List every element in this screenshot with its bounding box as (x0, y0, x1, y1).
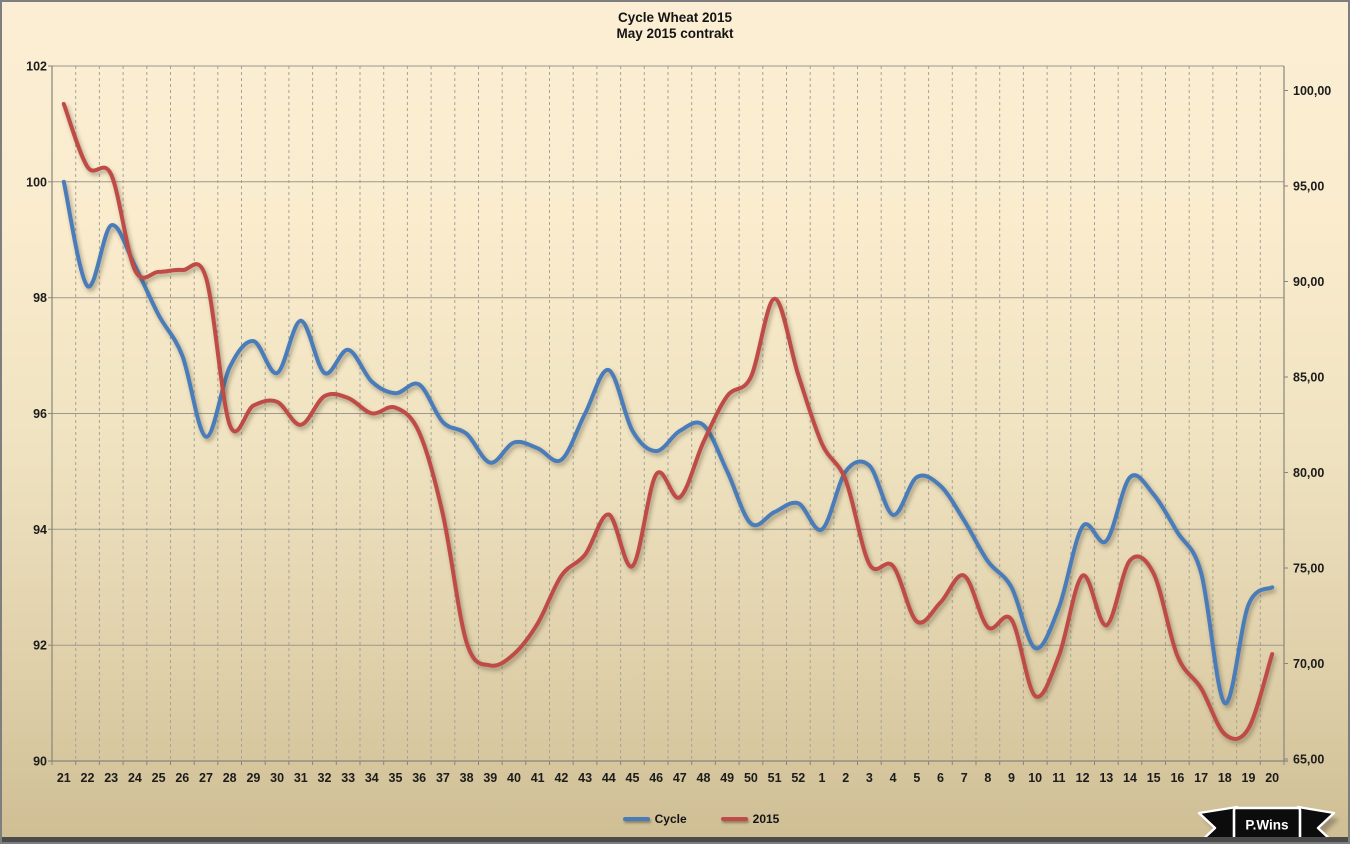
y-axis-left-label: 98 (33, 291, 47, 305)
x-axis-label: 1 (819, 771, 826, 785)
x-axis-label: 38 (460, 771, 474, 785)
x-axis-label: 13 (1099, 771, 1113, 785)
x-axis-label: 52 (791, 771, 805, 785)
x-axis-label: 44 (602, 771, 616, 785)
cycle-line-swatch (622, 817, 650, 821)
y-axis-right-label: 80,00 (1293, 466, 1324, 480)
series-line-cycle[interactable] (61, 179, 1275, 706)
legend-label-2015: 2015 (752, 812, 780, 826)
y2015-line-swatch (720, 817, 748, 821)
x-axis-label: 20 (1265, 771, 1279, 785)
x-axis-label: 34 (365, 771, 379, 785)
legend-item-cycle[interactable]: Cycle (622, 812, 687, 826)
x-axis-label: 10 (1028, 771, 1042, 785)
x-axis-label: 14 (1123, 771, 1137, 785)
x-axis-label: 43 (578, 771, 592, 785)
x-axis-label: 22 (81, 771, 95, 785)
x-axis-label: 17 (1194, 771, 1208, 785)
x-axis-label: 40 (507, 771, 521, 785)
y-axis-left-label: 94 (33, 523, 47, 537)
x-axis-label: 5 (913, 771, 920, 785)
x-axis-label: 41 (531, 771, 545, 785)
x-axis-label: 11 (1052, 771, 1065, 785)
x-axis-label: 12 (1076, 771, 1090, 785)
logo-ribbon: P.Wins (1197, 805, 1336, 842)
x-axis-label: 6 (937, 771, 944, 785)
x-axis-label: 31 (294, 771, 308, 785)
y-axis-right-label: 90,00 (1293, 275, 1324, 289)
y-axis-right-label: 75,00 (1293, 562, 1324, 576)
x-axis-label: 23 (104, 771, 118, 785)
x-axis-label: 51 (768, 771, 782, 785)
chart-title-line1: Cycle Wheat 2015 (617, 10, 733, 25)
y-axis-left-label: 100 (26, 175, 47, 189)
x-axis-label: 35 (389, 771, 403, 785)
y-axis-right-label: 65,00 (1293, 753, 1324, 767)
chart-title: Cycle Wheat 2015 May 2015 contrakt (2, 10, 1348, 42)
x-axis-label: 27 (199, 771, 213, 785)
x-axis-label: 15 (1147, 771, 1161, 785)
x-axis-label: 47 (673, 771, 687, 785)
series-line-2015[interactable] (61, 101, 1275, 741)
x-axis-label: 32 (318, 771, 332, 785)
x-axis-label: 25 (152, 771, 166, 785)
x-axis-label: 45 (626, 771, 640, 785)
legend-label-cycle: Cycle (654, 812, 687, 826)
x-axis-label: 9 (1008, 771, 1015, 785)
x-axis-label: 30 (270, 771, 284, 785)
y-axis-left-label: 102 (26, 60, 47, 74)
x-axis-label: 36 (412, 771, 426, 785)
legend-item-2015[interactable]: 2015 (720, 812, 780, 826)
x-axis-label: 7 (961, 771, 968, 785)
x-axis-label: 49 (720, 771, 734, 785)
x-axis-label: 26 (175, 771, 189, 785)
chart-title-line2: May 2015 contrakt (616, 26, 734, 41)
x-axis-label: 8 (984, 771, 991, 785)
x-axis-label: 2 (842, 771, 849, 785)
y-axis-right-label: 70,00 (1293, 657, 1324, 671)
logo-text: P.Wins (1245, 818, 1288, 833)
x-axis-label: 37 (436, 771, 450, 785)
x-axis-label: 48 (697, 771, 711, 785)
y-axis-right-label: 100,00 (1293, 84, 1331, 98)
y-axis-right-label: 85,00 (1293, 371, 1324, 385)
x-axis-label: 42 (554, 771, 568, 785)
x-axis-label: 3 (866, 771, 873, 785)
y-axis-right-label: 95,00 (1293, 180, 1324, 194)
bottom-edge-strip (2, 837, 1348, 842)
y-axis-left-label: 90 (33, 755, 47, 769)
x-axis-label: 50 (744, 771, 758, 785)
legend: Cycle 2015 (28, 812, 1348, 826)
x-axis-label: 19 (1242, 771, 1256, 785)
x-axis-label: 28 (223, 771, 237, 785)
x-axis-label: 33 (341, 771, 355, 785)
x-axis-label: 16 (1170, 771, 1184, 785)
x-axis-label: 24 (128, 771, 142, 785)
y-axis-left-label: 92 (33, 639, 47, 653)
x-axis-label: 29 (246, 771, 260, 785)
x-axis-label: 4 (890, 771, 897, 785)
x-axis-label: 46 (649, 771, 663, 785)
x-axis-label: 39 (483, 771, 497, 785)
x-axis-label: 18 (1218, 771, 1232, 785)
y-axis-left-label: 96 (33, 407, 47, 421)
pwins-logo: P.Wins (1197, 805, 1339, 842)
x-axis-label: 21 (57, 771, 71, 785)
